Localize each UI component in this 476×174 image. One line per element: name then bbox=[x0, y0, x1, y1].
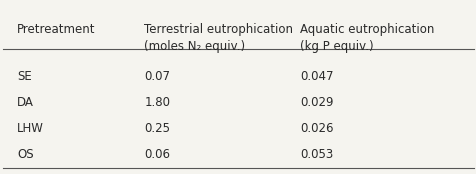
Text: 0.047: 0.047 bbox=[299, 70, 333, 83]
Text: 0.25: 0.25 bbox=[144, 122, 170, 135]
Text: SE: SE bbox=[17, 70, 31, 83]
Text: DA: DA bbox=[17, 96, 34, 109]
Text: 0.026: 0.026 bbox=[299, 122, 333, 135]
Text: 0.06: 0.06 bbox=[144, 148, 170, 161]
Text: Pretreatment: Pretreatment bbox=[17, 23, 95, 36]
Text: 0.053: 0.053 bbox=[299, 148, 332, 161]
Text: 1.80: 1.80 bbox=[144, 96, 170, 109]
Text: LHW: LHW bbox=[17, 122, 44, 135]
Text: Aquatic eutrophication
(kg P equiv.): Aquatic eutrophication (kg P equiv.) bbox=[299, 23, 433, 53]
Text: OS: OS bbox=[17, 148, 33, 161]
Text: 0.07: 0.07 bbox=[144, 70, 170, 83]
Text: 0.029: 0.029 bbox=[299, 96, 333, 109]
Text: Terrestrial eutrophication
(moles N₂ equiv.): Terrestrial eutrophication (moles N₂ equ… bbox=[144, 23, 293, 53]
